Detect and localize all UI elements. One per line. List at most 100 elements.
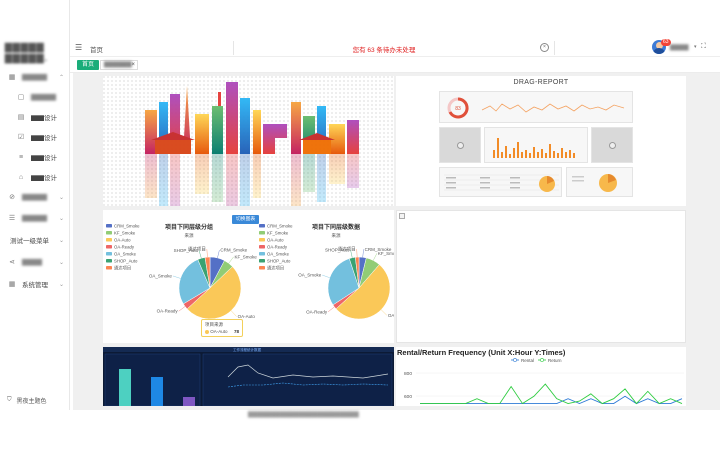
sidebar-item-label: 测试一级菜单 bbox=[10, 238, 49, 245]
skyline-image bbox=[103, 76, 394, 206]
series-line-return bbox=[420, 383, 683, 405]
pie-label-line bbox=[350, 249, 353, 258]
pie-label-line bbox=[230, 310, 237, 317]
footer-text: ▇▇▇▇▇▇▇▇▇▇▇▇▇▇▇▇▇▇▇▇▇▇▇▇ bbox=[248, 412, 359, 418]
report-tile-pie bbox=[566, 167, 633, 197]
close-icon[interactable]: × bbox=[131, 62, 135, 68]
pie-slice bbox=[186, 266, 242, 320]
fullscreen-icon[interactable]: ⛶ bbox=[701, 43, 706, 50]
pie-label-line bbox=[172, 275, 181, 279]
left-pie-subtitle: 来源 bbox=[185, 232, 194, 239]
sidebar-item-test-menu[interactable]: 测试一级菜单 ⌄ bbox=[0, 232, 70, 248]
dark-dashboard-preview[interactable]: 工作流程统计数据 bbox=[103, 347, 394, 406]
pie-label: KF_Smoke bbox=[235, 254, 258, 259]
notification-badge: 63 bbox=[661, 39, 671, 46]
page-footer: ▇▇▇▇▇▇▇▇▇▇▇▇▇▇▇▇▇▇▇▇▇▇▇▇ bbox=[73, 410, 720, 422]
chevron-down-icon: ⌄ bbox=[58, 194, 64, 201]
report-title: DRAG-REPORT bbox=[513, 79, 569, 86]
chevron-down-icon[interactable]: ▾ bbox=[694, 44, 697, 50]
report-tile-gauge: 83 bbox=[439, 91, 633, 123]
list-icon: ≡ bbox=[18, 153, 24, 161]
rental-return-chart: Rental/Return Frequency (Unit X:Hour Y:T… bbox=[396, 347, 686, 406]
legend-label: KF_Smoke bbox=[267, 230, 289, 235]
dashboard-content: DRAG-REPORT 83 bbox=[73, 73, 720, 410]
sidebar-item-menu[interactable]: ☰ ▇▇▇▇▇ ⌄ bbox=[0, 210, 70, 226]
sidebar-subitem-5[interactable]: ⌂ ▇▇设计 bbox=[0, 169, 70, 185]
pie-label-line bbox=[322, 274, 330, 278]
broken-image-panel bbox=[396, 210, 686, 343]
tab-bar: 首页 ▇▇▇▇▇▇ × bbox=[70, 57, 720, 73]
notice-bar: 您有 63 条待办未处理 × bbox=[233, 41, 555, 55]
legend-label: 通达项目 bbox=[267, 264, 284, 271]
rental-chart-title: Rental/Return Frequency (Unit X:Hour Y:T… bbox=[397, 348, 566, 357]
close-icon[interactable]: × bbox=[540, 43, 549, 52]
pie-label: CRM_Smoke bbox=[220, 248, 247, 253]
legend-return: Return bbox=[548, 358, 562, 363]
legend-label: CRM_Smoke bbox=[114, 223, 140, 228]
report-tile-bar-chart bbox=[484, 127, 588, 163]
notice-message[interactable]: 您有 63 条待办未处理 bbox=[352, 47, 416, 54]
report-tile-gray-right bbox=[591, 127, 633, 163]
check-square-icon: ☑ bbox=[17, 134, 25, 141]
tab-page[interactable]: ▇▇▇▇▇▇ × bbox=[100, 60, 138, 70]
legend-label: 通达项目 bbox=[114, 264, 131, 271]
legend-label: KF_Smoke bbox=[114, 230, 136, 235]
legend-rental: Rental bbox=[521, 358, 534, 363]
username[interactable]: ▇▇▇▇ bbox=[670, 45, 689, 51]
dashboard-title: 工作流程统计数据 bbox=[233, 347, 261, 352]
pie-label-line bbox=[380, 309, 387, 316]
sidebar-item-label: 系统管理 bbox=[22, 282, 48, 289]
rental-chart-svg: Rental Return 800 600 bbox=[404, 358, 684, 405]
report-tile-table bbox=[439, 167, 562, 197]
chevron-up-icon: ⌃ bbox=[58, 74, 64, 81]
sidebar: ▇▇▇▇▇ ▇▇▇▇▇. ▦ ▇▇▇▇▇ ⌃ ▢ ▇▇▇▇▇ ▤ ▇▇设计 ☑ … bbox=[0, 0, 70, 410]
chevron-down-icon: ⌄ bbox=[58, 237, 64, 244]
switch-chart-button[interactable]: 切换图表 bbox=[232, 215, 260, 224]
legend-swatch bbox=[259, 245, 265, 249]
sidebar-item-label: ▇▇设计 bbox=[31, 115, 57, 122]
chevron-down-icon: ⌄ bbox=[58, 281, 64, 288]
report-pie bbox=[572, 174, 617, 192]
pie-label-line bbox=[228, 256, 234, 264]
sidebar-subitem-3[interactable]: ☑ ▇▇设计 bbox=[0, 129, 70, 145]
pie-label: SHOP_Auto bbox=[325, 247, 350, 252]
tooltip-label: OA-Auto bbox=[210, 329, 228, 334]
y-tick-600: 600 bbox=[404, 394, 412, 400]
user-menu[interactable]: 63 ▇▇▇▇ ▾ ⛶ bbox=[652, 39, 712, 56]
sidebar-item-links[interactable]: ⊘ ▇▇▇▇▇ ⌄ bbox=[0, 189, 70, 205]
sidebar-item-label: ▇▇设计 bbox=[31, 175, 57, 182]
legend-label: OA-Auto bbox=[114, 237, 131, 242]
sidebar-subitem-2[interactable]: ▤ ▇▇设计 bbox=[0, 109, 70, 125]
pie-label: CRM_Smoke bbox=[365, 247, 392, 252]
sidebar-subitem-4[interactable]: ≡ ▇▇设计 bbox=[0, 149, 70, 165]
sidebar-item-dashboard[interactable]: ▦ ▇▇▇▇▇ ⌃ bbox=[0, 69, 70, 85]
legend-label: SHOP_Auto bbox=[267, 258, 291, 263]
sidebar-item-label: ▇▇设计 bbox=[31, 155, 57, 162]
legend-swatch bbox=[259, 252, 265, 256]
sidebar-item-label: ▇▇▇▇▇ bbox=[22, 74, 47, 81]
pie-label: OA_Smoke bbox=[149, 273, 173, 278]
pie-label-line bbox=[198, 250, 202, 259]
theme-toggle[interactable]: ⛉ 黑夜主题色 bbox=[0, 393, 70, 407]
pie-label: KF_Smoke bbox=[378, 251, 394, 256]
sidebar-subitem-1[interactable]: ▢ ▇▇▇▇▇ bbox=[0, 89, 70, 105]
breadcrumb[interactable]: 首页 bbox=[90, 47, 103, 54]
report-table bbox=[444, 174, 559, 192]
tab-home[interactable]: 首页 bbox=[77, 60, 100, 70]
dark-dashboard-svg: 工作流程统计数据 bbox=[103, 347, 394, 406]
pie-label: OA-Auto bbox=[238, 314, 256, 319]
logo: ▇▇▇▇▇ ▇▇▇▇▇. bbox=[5, 42, 49, 63]
legend-swatch bbox=[106, 266, 112, 270]
sidebar-item-share[interactable]: ⋖ ▇▇▇▇ ⌄ bbox=[0, 254, 70, 270]
legend-label: OA_Smoke bbox=[114, 251, 137, 256]
legend-label: SHOP_Auto bbox=[114, 258, 138, 263]
top-bar: ☰ 首页 您有 63 条待办未处理 × 63 ▇▇▇▇ ▾ ⛶ bbox=[70, 39, 720, 57]
menu-toggle-icon[interactable]: ☰ bbox=[75, 43, 83, 52]
drag-report-preview[interactable]: DRAG-REPORT 83 bbox=[396, 76, 686, 206]
skyline-illustration bbox=[103, 76, 394, 206]
legend-swatch bbox=[106, 224, 112, 228]
menu-icon: ☰ bbox=[8, 215, 16, 222]
sidebar-item-system[interactable]: ▦ 系统管理 ⌄ bbox=[0, 276, 70, 292]
